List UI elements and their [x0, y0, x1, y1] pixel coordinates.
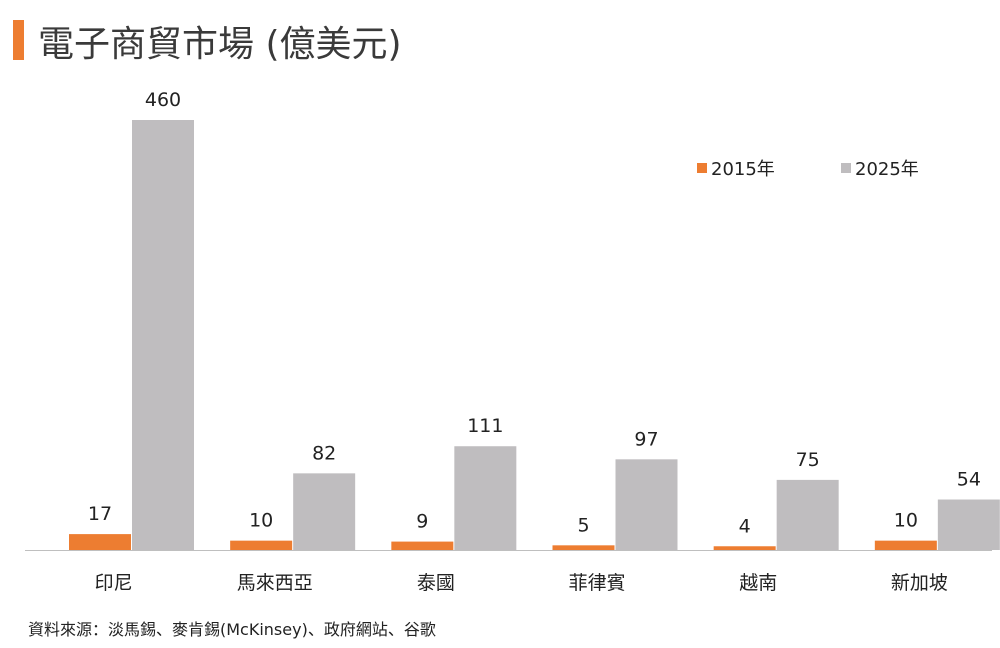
data-label-2025-2: 111	[467, 415, 503, 437]
bars-group	[69, 120, 1000, 550]
data-label-2015-0: 17	[88, 503, 112, 525]
bar-2025-4	[776, 479, 839, 550]
source-note: 資料來源：淡馬錫、麥肯錫(McKinsey)、政府網站、谷歌	[28, 620, 436, 639]
data-label-2015-1: 10	[249, 510, 273, 532]
legend-swatch-0	[697, 163, 707, 173]
bar-2015-5	[874, 540, 937, 550]
category-label-0: 印尼	[95, 572, 133, 594]
data-label-2015-2: 9	[416, 511, 428, 533]
bar-2015-0	[69, 534, 131, 550]
chart-title: 電子商貿市場 (億美元)	[38, 24, 402, 65]
bar-2025-0	[132, 120, 194, 550]
category-label-5: 新加坡	[891, 572, 948, 594]
category-label-3: 菲律賓	[569, 572, 626, 594]
legend-swatch-1	[841, 163, 851, 173]
bar-2015-3	[552, 545, 615, 550]
bar-2015-1	[230, 540, 293, 550]
category-label-2: 泰國	[417, 572, 455, 594]
bar-2015-2	[391, 541, 454, 550]
data-label-2025-4: 75	[796, 449, 820, 471]
data-label-2025-1: 82	[312, 442, 336, 464]
category-label-4: 越南	[739, 572, 777, 594]
bar-2025-1	[293, 473, 356, 550]
data-label-2015-3: 5	[577, 514, 589, 536]
legend: 2015年 2025年	[697, 159, 919, 180]
data-label-2025-0: 460	[145, 89, 181, 111]
category-labels-group: 印尼 馬來西亞 泰國 菲律賓 越南 新加坡	[95, 572, 948, 594]
bar-2025-3	[615, 459, 678, 550]
data-label-2025-3: 97	[634, 428, 658, 450]
title-accent-bar	[13, 20, 24, 60]
bar-2025-5	[937, 499, 1000, 550]
bar-2025-2	[454, 446, 517, 550]
legend-label-1: 2025年	[855, 159, 919, 180]
data-label-2015-4: 4	[739, 515, 751, 537]
bar-2015-4	[713, 546, 776, 550]
legend-label-0: 2015年	[711, 159, 775, 180]
category-label-1: 馬來西亞	[237, 572, 313, 594]
data-label-2025-5: 54	[957, 469, 981, 491]
data-label-2015-5: 10	[894, 510, 918, 532]
data-labels-group: 17 460 10 82 9 111 5 97 4 75 10 54	[88, 89, 981, 537]
